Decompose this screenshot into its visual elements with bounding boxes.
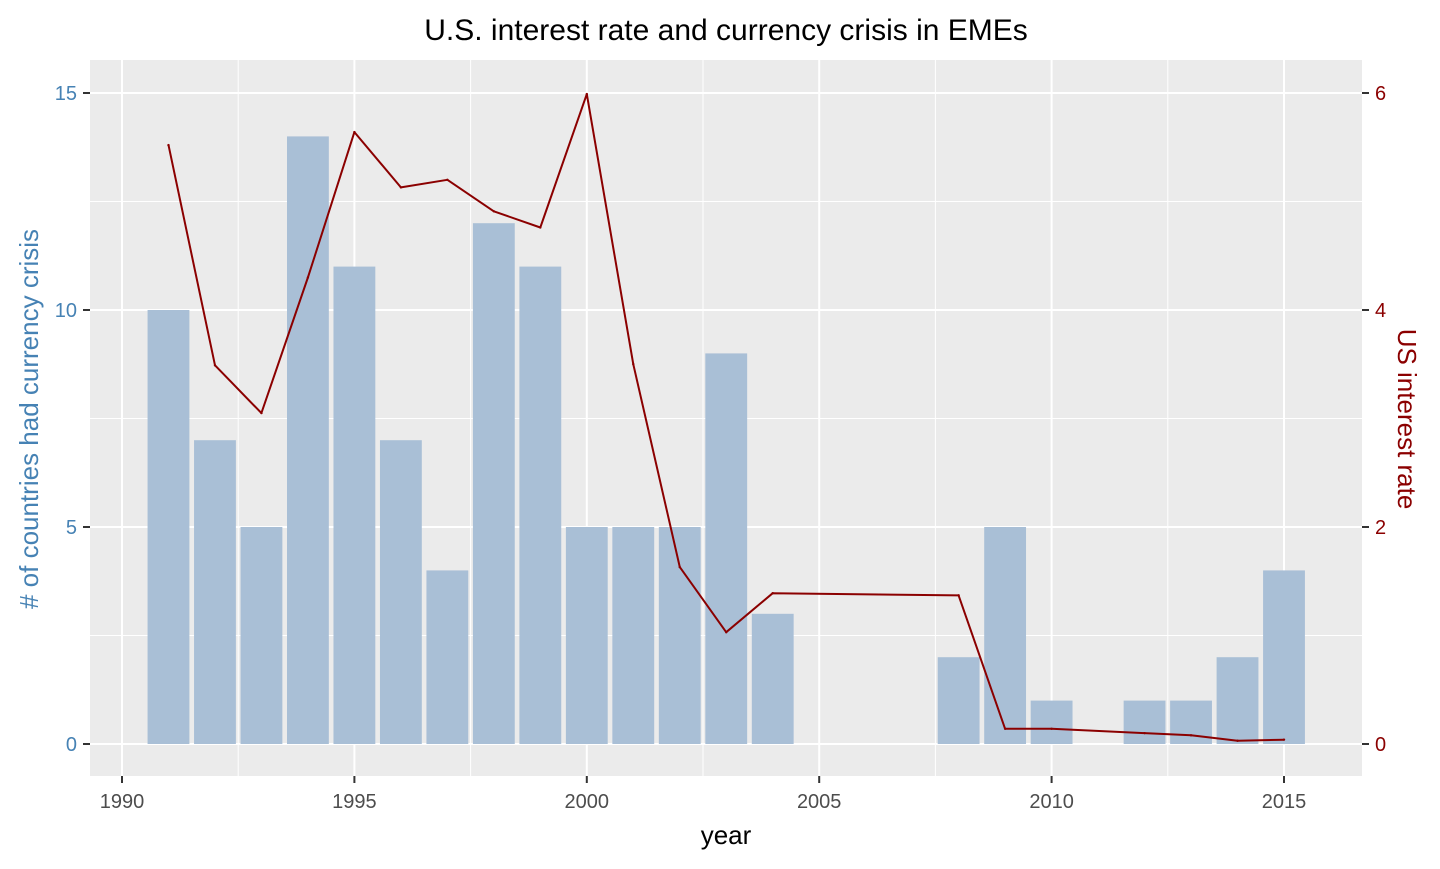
bar-2004 [751, 613, 794, 744]
x-tick-label: 1995 [332, 791, 377, 813]
y-axis-right-title: US interest rate [1392, 329, 1422, 510]
y-right-tick-label: 2 [1375, 517, 1386, 539]
y-left-tick-label: 15 [55, 83, 77, 105]
bar-2009 [984, 527, 1027, 744]
interest-rate-point-2010 [1050, 727, 1053, 731]
x-tick-label: 2005 [797, 791, 842, 813]
bar-2001 [612, 527, 655, 744]
interest-rate-point-1995 [353, 130, 356, 134]
interest-rate-point-2015 [1282, 738, 1286, 741]
interest-rate-point-2001 [632, 363, 635, 366]
x-tick-label: 2010 [1029, 791, 1074, 813]
x-tick-label: 1990 [100, 791, 145, 813]
bar-2015 [1263, 570, 1305, 744]
interest-rate-point-1991 [167, 143, 170, 147]
interest-rate-point-2002 [678, 565, 681, 569]
x-axis-title: year [701, 820, 752, 850]
interest-rate-point-1997 [446, 178, 449, 181]
y-right-tick-label: 0 [1375, 734, 1386, 756]
interest-rate-point-2000 [585, 92, 588, 96]
bar-2012 [1123, 700, 1166, 744]
bar-2002 [658, 527, 701, 744]
interest-rate-point-1999 [539, 226, 542, 229]
x-tick-label: 2000 [565, 791, 610, 813]
interest-rate-point-2009 [1003, 727, 1007, 731]
bar-2008 [937, 657, 980, 744]
y-left-tick-label: 0 [66, 734, 77, 756]
interest-rate-point-1998 [492, 210, 496, 213]
bar-1999 [519, 266, 562, 744]
y-axis-left-title: # of countries had currency crisis [14, 229, 44, 609]
interest-rate-point-1994 [306, 276, 310, 279]
y-right-tick-label: 6 [1375, 83, 1386, 105]
bar-1994 [287, 136, 329, 744]
interest-rate-point-2012 [1143, 731, 1146, 735]
interest-rate-point-2014 [1236, 739, 1239, 742]
bar-1998 [472, 223, 515, 744]
interest-rate-point-2003 [725, 631, 728, 634]
interest-rate-point-1996 [399, 186, 403, 189]
y-right-tick-label: 4 [1375, 300, 1386, 322]
bar-1991 [147, 310, 190, 744]
bar-1996 [379, 440, 422, 744]
bar-1995 [333, 266, 376, 744]
interest-rate-point-1993 [260, 411, 263, 415]
bar-2014 [1216, 657, 1259, 744]
bar-1997 [426, 570, 469, 744]
bar-1992 [194, 440, 236, 744]
bar-2003 [705, 353, 748, 744]
interest-rate-point-2004 [771, 591, 774, 595]
y-left-tick-label: 10 [55, 300, 77, 322]
bar-1993 [240, 527, 283, 744]
x-tick-label: 2015 [1262, 791, 1307, 813]
interest-rate-point-2008 [957, 594, 960, 597]
interest-rate-point-1992 [213, 364, 217, 367]
interest-rate-point-2013 [1189, 734, 1193, 737]
chart-title: U.S. interest rate and currency crisis i… [424, 14, 1028, 47]
y-left-tick-label: 5 [66, 517, 77, 539]
bar-2010 [1030, 700, 1073, 744]
bar-2000 [565, 527, 608, 744]
